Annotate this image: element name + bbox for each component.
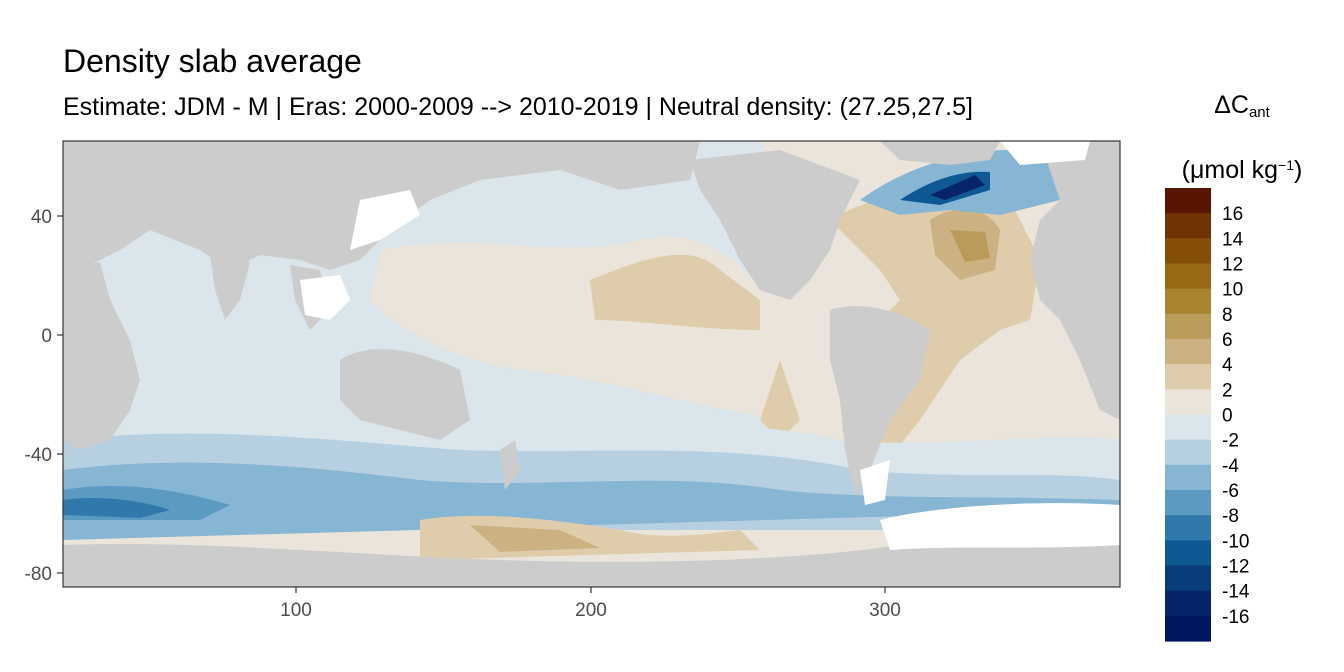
legend-swatch bbox=[1165, 263, 1211, 290]
no-data-areas bbox=[300, 141, 1120, 550]
x-axis: 100 200 300 bbox=[280, 587, 901, 621]
legend-label: -16 bbox=[1222, 607, 1249, 628]
y-tick-label: 0 bbox=[41, 326, 52, 347]
antarctic-margin-tan-dark bbox=[470, 525, 600, 552]
legend-label: 10 bbox=[1222, 280, 1243, 301]
legend-label: -2 bbox=[1222, 431, 1239, 452]
legend-swatch bbox=[1165, 389, 1211, 416]
legend-label: 12 bbox=[1222, 255, 1243, 276]
legend-swatch bbox=[1165, 540, 1211, 567]
land-africa-east bbox=[63, 262, 140, 450]
x-tick-label: 200 bbox=[575, 600, 607, 621]
legend-swatch bbox=[1165, 188, 1211, 214]
southern-ocean-darker bbox=[63, 498, 170, 518]
land-new-zealand bbox=[500, 440, 520, 490]
no-data-arctic bbox=[1000, 141, 1090, 165]
legend-label: -6 bbox=[1222, 481, 1239, 502]
land-india bbox=[210, 255, 250, 320]
legend-swatch bbox=[1165, 414, 1211, 441]
legend-swatch bbox=[1165, 565, 1211, 592]
legend-label: 2 bbox=[1222, 380, 1233, 401]
legend-swatch bbox=[1165, 364, 1211, 390]
legend-label: 4 bbox=[1222, 355, 1233, 376]
legend-swatch bbox=[1165, 339, 1211, 365]
legend-swatch bbox=[1165, 313, 1211, 340]
legend-unit: (μmol kg−1) bbox=[1181, 156, 1303, 184]
legend-label: 8 bbox=[1222, 305, 1233, 326]
legend-swatch bbox=[1165, 490, 1211, 516]
land-antarctica bbox=[63, 543, 1120, 587]
land-north-america bbox=[690, 150, 860, 300]
no-data-north-pacific bbox=[350, 190, 420, 250]
x-tick-label: 300 bbox=[869, 600, 901, 621]
legend-label: -8 bbox=[1222, 506, 1239, 527]
no-data-asia-margin bbox=[300, 275, 350, 320]
map-panel bbox=[63, 141, 1120, 587]
no-data-weddell bbox=[880, 503, 1120, 550]
legend-swatch bbox=[1165, 515, 1211, 541]
plot-title: Density slab average bbox=[63, 43, 362, 79]
y-tick-label: -80 bbox=[25, 564, 52, 585]
north-atlantic-deepest bbox=[930, 175, 985, 200]
no-data-patagonia bbox=[860, 460, 890, 505]
legend-swatch bbox=[1165, 238, 1211, 265]
y-axis: 40 0 -40 -80 bbox=[25, 207, 63, 585]
pacific-tan-south bbox=[760, 360, 800, 440]
legend-label: 0 bbox=[1222, 406, 1233, 427]
x-tick-label: 100 bbox=[280, 600, 312, 621]
legend-colorbar: 16 14 12 10 8 6 4 2 0 -2 -4 -6 -8 -10 -12 -14 -16 bbox=[1165, 188, 1250, 642]
pacific-tan-core bbox=[590, 254, 760, 330]
southern-ocean-band-3 bbox=[63, 462, 1120, 540]
plot-subtitle: Estimate: JDM - M | Eras: 2000-2009 --> … bbox=[63, 93, 973, 121]
legend-label: 14 bbox=[1222, 229, 1244, 250]
legend-label: 16 bbox=[1222, 204, 1243, 225]
legend-symbol: ΔCant bbox=[1214, 91, 1270, 121]
land-greenland bbox=[880, 141, 1000, 165]
legend-swatch bbox=[1165, 615, 1211, 642]
legend-label: 6 bbox=[1222, 330, 1233, 351]
legend-swatch bbox=[1165, 213, 1211, 239]
land-australia bbox=[340, 349, 470, 440]
legend-swatch bbox=[1165, 439, 1211, 466]
y-tick-label: -40 bbox=[25, 445, 52, 466]
legend-title: ΔCant (μmol kg−1) bbox=[1160, 88, 1324, 187]
legend-label: -10 bbox=[1222, 531, 1249, 552]
land-south-america bbox=[830, 306, 930, 495]
legend-label: -4 bbox=[1222, 456, 1239, 477]
legend-swatch bbox=[1165, 288, 1211, 315]
land-europe-africa bbox=[1030, 141, 1120, 420]
atlantic-tan-dark bbox=[950, 230, 990, 262]
legend-swatch bbox=[1165, 590, 1211, 617]
y-tick-label: 40 bbox=[31, 207, 52, 228]
legend-label: -14 bbox=[1222, 582, 1250, 603]
legend-label: -12 bbox=[1222, 557, 1249, 578]
legend-swatch bbox=[1165, 464, 1211, 491]
